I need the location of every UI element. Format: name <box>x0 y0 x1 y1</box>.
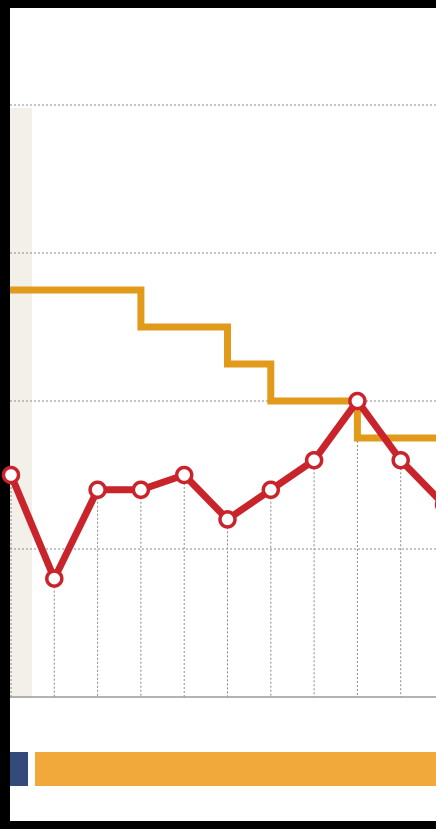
red-series-point <box>218 510 237 529</box>
red-series-point <box>348 391 367 411</box>
red-series-line <box>7 397 436 583</box>
red-series-point <box>304 450 324 470</box>
red-series-point <box>131 480 151 500</box>
red-series-point <box>391 450 410 470</box>
gold-step-line <box>10 286 436 442</box>
red-series-point <box>88 480 107 500</box>
left-shaded-strip <box>10 108 32 698</box>
red-series-point <box>174 465 194 485</box>
red-series-point <box>1 465 21 485</box>
navy-bar-segment <box>10 752 28 786</box>
red-series-point <box>45 569 64 588</box>
red-series-point <box>261 480 281 500</box>
gold-bar-segment <box>35 752 436 786</box>
